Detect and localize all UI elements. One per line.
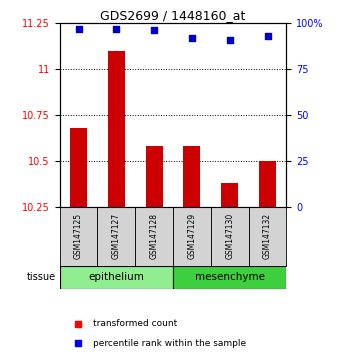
Bar [146, 146, 163, 207]
Bar [108, 51, 125, 207]
Text: GSM147128: GSM147128 [150, 213, 159, 259]
Bar [221, 183, 238, 207]
Bar [211, 207, 249, 266]
Point [76, 26, 81, 32]
Text: GSM147127: GSM147127 [112, 213, 121, 259]
Bar [135, 207, 173, 266]
Bar [259, 161, 276, 207]
Text: percentile rank within the sample: percentile rank within the sample [93, 339, 247, 348]
Text: mesenchyme: mesenchyme [195, 272, 265, 282]
Bar [60, 207, 98, 266]
Point [114, 26, 119, 32]
Bar [70, 128, 87, 207]
Text: epithelium: epithelium [88, 272, 144, 282]
Text: GSM147125: GSM147125 [74, 213, 83, 259]
Title: GDS2699 / 1448160_at: GDS2699 / 1448160_at [100, 9, 246, 22]
Bar [60, 266, 173, 289]
Point [227, 37, 233, 42]
Bar [249, 207, 286, 266]
Text: transformed count: transformed count [93, 319, 178, 329]
Point [189, 35, 195, 41]
Point [76, 341, 81, 346]
Bar [183, 146, 201, 207]
Point [265, 33, 270, 39]
Text: tissue: tissue [27, 272, 56, 282]
Point [151, 28, 157, 33]
Text: GSM147129: GSM147129 [188, 213, 196, 259]
Text: GSM147130: GSM147130 [225, 213, 234, 259]
Bar [173, 266, 286, 289]
Bar [98, 207, 135, 266]
Point [76, 321, 81, 327]
Text: GSM147132: GSM147132 [263, 213, 272, 259]
Bar [173, 207, 211, 266]
